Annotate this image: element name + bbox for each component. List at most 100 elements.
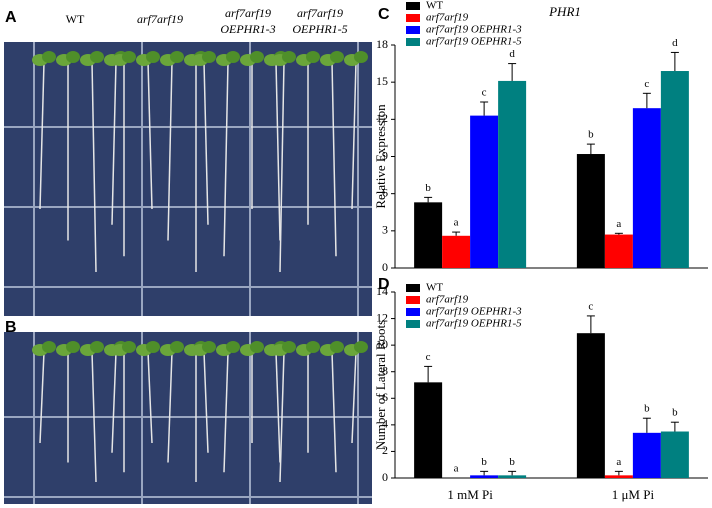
y-tick-label: 2 <box>382 443 388 457</box>
y-tick-label: 12 <box>376 111 388 125</box>
legend-label: arf7arf19 OEPHR1-3 <box>426 306 522 318</box>
leaf <box>202 51 216 63</box>
y-tick-label: 10 <box>376 337 388 351</box>
bar <box>470 115 499 268</box>
y-tick-label: 6 <box>382 185 388 199</box>
legend-swatch <box>406 26 420 34</box>
x-tick-label: 1 mM Pi <box>447 487 493 502</box>
significance-letter: c <box>426 351 431 363</box>
bar <box>442 235 471 268</box>
photo-label: arf7arf19 <box>137 12 183 26</box>
significance-letter: c <box>588 300 593 312</box>
bar <box>576 154 605 268</box>
bar <box>604 475 633 478</box>
root <box>91 61 97 273</box>
significance-letter: b <box>425 182 431 194</box>
root <box>91 351 97 483</box>
y-tick-label: 0 <box>382 260 388 274</box>
root <box>279 61 285 273</box>
leaf <box>170 341 184 353</box>
legend-swatch <box>406 320 420 328</box>
root <box>279 351 285 483</box>
bar <box>498 475 527 478</box>
legend-swatch <box>406 14 420 22</box>
root <box>147 351 153 444</box>
y-tick-label: 6 <box>382 390 388 404</box>
leaf <box>122 341 136 353</box>
leaf <box>146 51 160 63</box>
root <box>203 61 209 225</box>
legend-swatch <box>406 38 420 46</box>
y-tick-label: 15 <box>376 74 388 88</box>
leaf <box>330 341 344 353</box>
significance-letter: c <box>482 87 487 99</box>
leaf <box>90 51 104 63</box>
bar <box>604 234 633 268</box>
significance-letter: a <box>454 463 459 475</box>
leaf <box>146 341 160 353</box>
significance-letter: a <box>454 217 459 229</box>
leaf <box>306 51 320 63</box>
bar <box>660 431 689 478</box>
leaf <box>282 341 296 353</box>
leaf <box>42 341 56 353</box>
leaf <box>306 341 320 353</box>
root <box>39 61 45 210</box>
significance-letter: b <box>672 407 678 419</box>
y-tick-label: 8 <box>382 363 388 377</box>
bar <box>632 432 661 478</box>
significance-letter: d <box>509 48 515 60</box>
y-axis-label: Number of Lateral Roots <box>373 320 388 450</box>
root <box>167 61 173 241</box>
leaf <box>202 341 216 353</box>
root <box>351 61 357 210</box>
bar <box>660 71 689 269</box>
root <box>39 351 45 444</box>
y-tick-label: 9 <box>382 148 388 162</box>
leaf <box>250 51 264 63</box>
leaf <box>170 51 184 63</box>
legend-label: WT <box>426 282 443 294</box>
root <box>331 61 337 257</box>
root <box>275 351 281 463</box>
legend-label: arf7arf19 OEPHR1-5 <box>426 36 522 48</box>
legend-label: arf7arf19 OEPHR1-5 <box>426 318 522 330</box>
photo-label: WT <box>66 12 85 26</box>
leaf <box>122 51 136 63</box>
panel-label: C <box>378 6 390 23</box>
root <box>111 61 117 225</box>
y-tick-label: 18 <box>376 37 388 51</box>
significance-letter: b <box>644 403 650 415</box>
panel-label: A <box>5 9 17 26</box>
bar <box>632 108 661 268</box>
bar <box>576 333 605 478</box>
y-axis-label: Relative Expression <box>373 104 388 209</box>
leaf <box>354 341 368 353</box>
leaf <box>282 51 296 63</box>
y-tick-label: 4 <box>382 417 388 431</box>
legend-swatch <box>406 296 420 304</box>
panel-label: D <box>378 276 390 293</box>
significance-letter: c <box>644 78 649 90</box>
leaf <box>250 341 264 353</box>
legend-swatch <box>406 308 420 316</box>
significance-letter: b <box>481 456 487 468</box>
significance-letter: d <box>672 37 678 49</box>
x-tick-label: 1 μM Pi <box>612 487 655 502</box>
y-tick-label: 3 <box>382 223 388 237</box>
legend-label: WT <box>426 0 443 12</box>
root <box>223 61 229 257</box>
photo-label: OEPHR1-3 <box>220 22 275 36</box>
leaf <box>330 51 344 63</box>
leaf <box>66 51 80 63</box>
y-tick-label: 0 <box>382 470 388 484</box>
legend-label: arf7arf19 OEPHR1-3 <box>426 24 522 36</box>
photo-background <box>4 42 372 316</box>
legend-label: arf7arf19 <box>426 12 469 24</box>
photo-label: arf7arf19 <box>225 6 271 20</box>
leaf <box>42 51 56 63</box>
bar <box>414 382 443 478</box>
legend-label: arf7arf19 <box>426 294 469 306</box>
significance-letter: b <box>509 456 515 468</box>
